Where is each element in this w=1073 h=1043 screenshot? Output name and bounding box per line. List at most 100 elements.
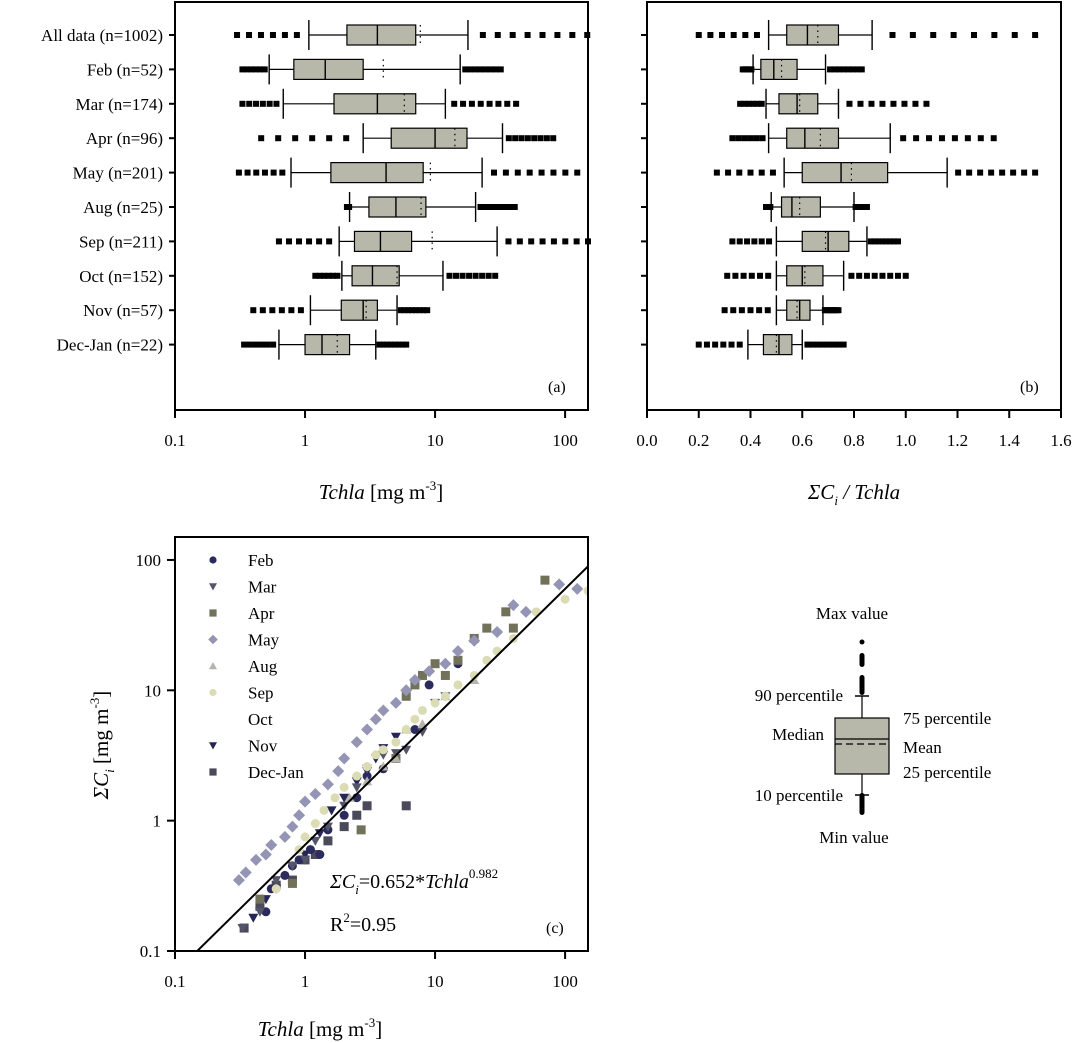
outlier-point [819,341,826,348]
scatter-point-dec-jan [339,822,349,832]
y-tick-label: 0.1 [140,942,161,961]
fit-equation: ΣCi=0.652*Tchla0.982 [329,866,498,897]
outlier-point [401,307,408,314]
x-tick-label: 0.0 [636,431,657,450]
outlier-point [275,135,282,142]
legend-label: Mar [248,578,277,597]
outlier-point [912,100,919,107]
panel-c-ylabel-sub: i [102,769,117,773]
outlier-point [334,272,341,279]
outlier-point [316,238,323,245]
outlier-point [325,272,332,279]
iqr-box [333,93,417,115]
outlier-point [412,307,419,314]
outlier-point [909,32,916,38]
outlier-point [736,169,743,176]
outlier-point [856,272,863,279]
outlier-point [246,100,253,107]
x-tick-label: 0.1 [164,431,185,450]
scatter-point-sep [417,705,427,715]
key-min-label: Min value [819,828,888,847]
outlier-point [809,341,816,348]
outlier-point [840,66,847,73]
panel-b-category-ticks [641,34,647,346]
scatter-point-mar [237,924,248,934]
scatter-point-apr [440,670,450,680]
scatter-point-feb [410,725,420,735]
outlier-point [883,238,890,245]
outlier-point [273,100,280,107]
iqr-box [778,93,819,115]
outlier-point [384,341,391,348]
outlier-point [477,66,484,73]
outlier-point [938,135,945,142]
legend-marker [209,742,217,750]
outlier-point [950,32,957,38]
scatter-point-feb [280,870,290,880]
outlier-point [257,66,264,73]
panel-c-xlabel-unit: [mg m [304,1017,365,1041]
legend-item-aug: Aug [209,657,278,676]
iqr-box [293,58,364,81]
outlier-point [840,341,847,348]
iqr-box [786,127,840,149]
panel-c-y-ticks: 0.1 1 10 100 [136,551,175,961]
outlier-point [868,100,875,107]
legend-marker [208,634,218,645]
scatter-point-may [265,839,278,852]
scatter-point-may [507,599,520,612]
scatter-point-may [571,582,584,595]
outlier-point [753,135,760,142]
outlier-point [472,66,479,73]
legend-item-mar: Mar [209,578,277,597]
outlier-point [497,204,504,210]
outlier-point [835,307,842,314]
outlier-point [380,341,387,348]
box-5 [343,192,518,222]
outlier-point [279,169,286,176]
scatter-point-sep [401,725,411,735]
iqr-box [351,265,400,287]
outlier-point [890,100,897,107]
x-tick-label: 0.8 [843,431,864,450]
eq-sub: i [355,882,359,897]
iqr-box [330,162,424,184]
fit-line [195,565,588,951]
panel-b-x-ticks: 0.0 0.2 0.4 0.6 0.8 1.0 1.2 1.4 1.6 [636,410,1072,450]
panel-b-xlabel-sub: i [834,493,838,508]
boxplot-key: Max value 90 percentile 75 percentile Me… [755,604,992,847]
iqr-box [760,58,798,81]
x-tick-label: 100 [552,972,578,991]
outlier-point [399,341,406,348]
iqr-box [304,334,351,356]
scatter-point-may [369,713,382,726]
outlier-point [830,341,837,348]
scatter-point-apr [453,655,463,665]
outlier-point [713,169,720,176]
outlier-point [891,238,898,245]
box-5 [763,192,870,222]
legend-marker [209,556,217,564]
outlier-point [486,100,493,107]
iqr-box [786,299,811,321]
scatter-point-sep [362,762,372,772]
outlier-point [970,32,977,38]
outlier-point [466,272,473,279]
panel-a: All data (n=1002) Feb (n=52) Mar (n=174) Ap… [41,1,591,504]
box-3 [258,123,557,154]
outlier-point [395,341,402,348]
y-tick-label: 10 [144,681,161,700]
outlier-point [751,238,758,245]
outlier-point [512,135,519,142]
outlier-point [485,272,492,279]
outlier-point [403,341,410,348]
scatter-point-nov [326,806,337,816]
scatter-point-sep [371,750,381,760]
outlier-point [253,100,260,107]
scatter-point-sep [453,680,463,690]
outlier-point [516,238,523,245]
key-box [834,717,890,775]
outlier-point [451,100,458,107]
scatter-point-mar [401,745,412,755]
outlier-point [732,272,739,279]
